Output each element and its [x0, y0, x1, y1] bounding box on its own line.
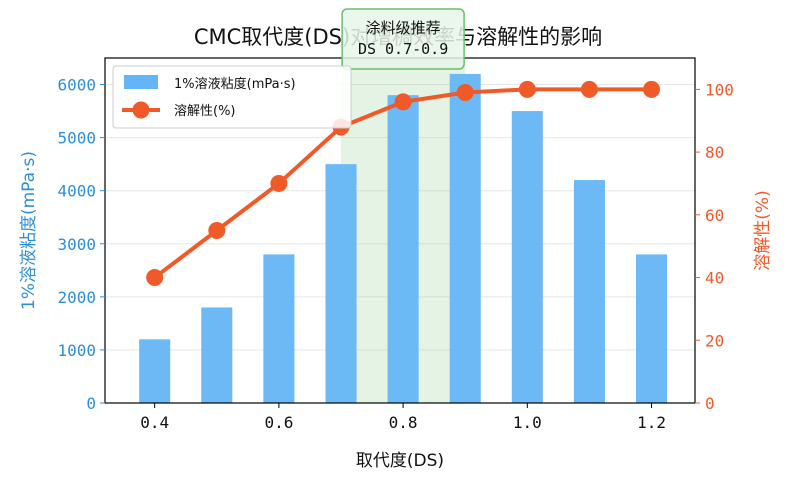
- x-tick-label: 1.0: [513, 413, 542, 432]
- x-tick-label: 1.2: [637, 413, 666, 432]
- x-axis-ticks: 0.4 0.6 0.8 1.0 1.2: [140, 403, 666, 432]
- solubility-point: [456, 84, 474, 101]
- annotation-line-1: 涂料级推荐: [366, 19, 441, 37]
- y-right-axis-ticks: 0 20 40 60 80 100: [695, 80, 734, 413]
- viscosity-bar: [573, 180, 605, 403]
- legend-box: [112, 65, 352, 129]
- x-tick-label: 0.8: [389, 413, 418, 432]
- y-right-tick-label: 20: [705, 331, 724, 350]
- viscosity-bar: [387, 95, 419, 404]
- y-left-tick-label: 2000: [57, 288, 96, 307]
- y-left-tick-label: 6000: [57, 76, 96, 95]
- y-right-tick-label: 60: [705, 206, 724, 225]
- solubility-point: [518, 80, 536, 98]
- y-left-axis-label: 1%溶液粘度(mPa·s): [19, 151, 39, 310]
- viscosity-bar: [636, 254, 668, 403]
- y-left-axis-ticks: 0 1000 2000 3000 4000 5000 6000: [57, 76, 105, 413]
- viscosity-bar: [263, 254, 295, 403]
- viscosity-bar: [139, 339, 171, 403]
- viscosity-bar: [201, 307, 233, 403]
- solubility-point: [394, 93, 412, 111]
- y-right-tick-label: 40: [705, 269, 724, 288]
- viscosity-bar: [325, 164, 357, 403]
- y-left-tick-label: 4000: [57, 182, 96, 201]
- x-tick-label: 0.6: [264, 413, 293, 432]
- solubility-line: [146, 80, 661, 287]
- solubility-point: [643, 80, 661, 98]
- legend: 1%溶液粘度(mPa·s) 溶解性(%): [112, 65, 352, 129]
- y-left-tick-label: 5000: [57, 129, 96, 148]
- y-right-axis-label: 溶解性(%): [753, 190, 773, 270]
- solubility-point: [580, 80, 598, 98]
- legend-bar-label: 1%溶液粘度(mPa·s): [174, 76, 296, 92]
- y-right-tick-label: 100: [705, 80, 734, 99]
- y-right-tick-label: 0: [705, 394, 715, 413]
- solubility-point: [270, 174, 288, 192]
- y-left-tick-label: 0: [86, 394, 96, 413]
- y-left-tick-label: 1000: [57, 341, 96, 360]
- recommended-range-annotation: 涂料级推荐 DS 0.7-0.9: [341, 8, 465, 70]
- legend-line-marker: [132, 101, 150, 119]
- annotation-line-2: DS 0.7-0.9: [358, 40, 448, 58]
- annotation-box: [341, 8, 465, 70]
- y-right-tick-label: 80: [705, 143, 724, 162]
- x-axis-label: 取代度(DS): [356, 451, 444, 471]
- legend-line-label: 溶解性(%): [174, 104, 236, 119]
- viscosity-bars: [139, 73, 668, 404]
- viscosity-bar: [449, 73, 481, 403]
- legend-bar-swatch: [124, 75, 158, 89]
- solubility-point: [146, 269, 164, 287]
- viscosity-bar: [511, 111, 543, 404]
- solubility-point: [208, 222, 226, 239]
- x-tick-label: 0.4: [140, 413, 169, 432]
- y-left-tick-label: 3000: [57, 235, 96, 254]
